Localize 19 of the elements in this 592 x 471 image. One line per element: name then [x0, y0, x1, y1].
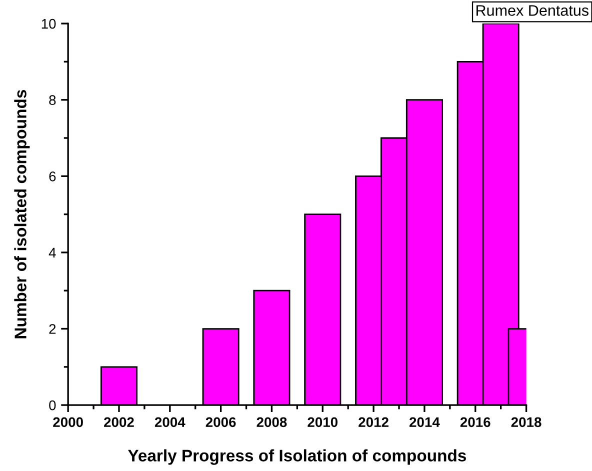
- x-tick-label: 2002: [104, 417, 134, 428]
- y-tick-label: 10: [42, 18, 56, 29]
- y-tick-label: 4: [48, 248, 56, 258]
- y-tick-label: 0: [49, 400, 56, 410]
- x-tick-label: 2014: [410, 417, 440, 428]
- x-tick-label: 2010: [308, 417, 338, 428]
- y-tick-label: 6: [49, 171, 56, 182]
- text: Rumex Dentatus: [476, 5, 588, 16]
- y-axis-title: Number of isolated compounds: [14, 90, 30, 338]
- x-tick-label: 2018: [511, 417, 542, 428]
- x-tick-label: 2000: [53, 417, 83, 428]
- y-tick-label: 8: [49, 95, 56, 106]
- x-tick-label: 2004: [154, 417, 186, 428]
- x-tick-label: 2012: [358, 417, 388, 428]
- x-tick-label: 2016: [460, 417, 490, 428]
- x-axis-title: Yearly Progress of Isolation of compounds: [128, 449, 466, 465]
- y-tick-label: 2: [49, 324, 56, 334]
- x-tick-label: 2008: [256, 417, 287, 428]
- x-tick-label: 2006: [206, 417, 236, 428]
